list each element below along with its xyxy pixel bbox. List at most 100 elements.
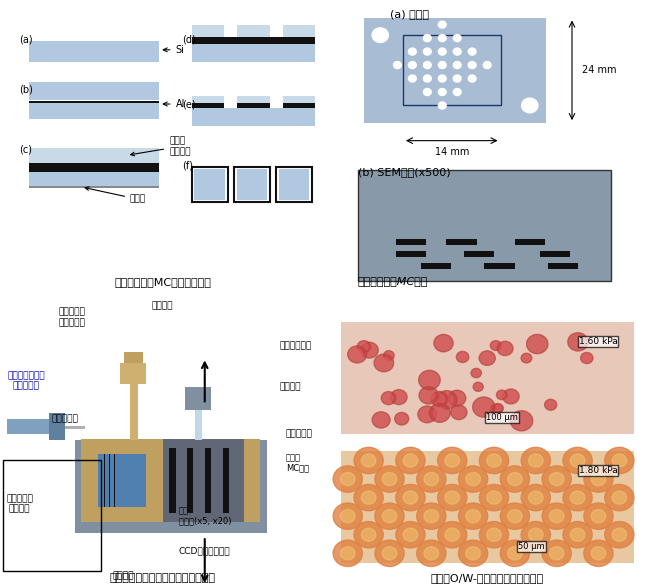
- Circle shape: [437, 522, 467, 548]
- Circle shape: [431, 391, 448, 407]
- Circle shape: [497, 390, 507, 400]
- Bar: [29, 101, 159, 108]
- Bar: [364, 18, 546, 123]
- Circle shape: [382, 547, 397, 560]
- Bar: [192, 96, 224, 103]
- Circle shape: [458, 540, 488, 567]
- Circle shape: [515, 415, 528, 427]
- Bar: [185, 387, 211, 410]
- Circle shape: [453, 75, 461, 82]
- Circle shape: [500, 466, 530, 492]
- Circle shape: [372, 28, 389, 43]
- Text: (a): (a): [20, 35, 33, 45]
- Circle shape: [531, 338, 543, 350]
- Circle shape: [391, 390, 407, 404]
- Bar: [283, 103, 315, 108]
- Text: Si: Si: [163, 45, 185, 55]
- Bar: [3, 460, 101, 571]
- Circle shape: [487, 491, 501, 504]
- Circle shape: [545, 399, 556, 410]
- Bar: [29, 186, 159, 188]
- Circle shape: [437, 485, 467, 511]
- Circle shape: [437, 391, 457, 409]
- Circle shape: [523, 355, 530, 361]
- Circle shape: [580, 352, 593, 363]
- Circle shape: [502, 389, 519, 404]
- Circle shape: [466, 510, 480, 523]
- Circle shape: [493, 343, 499, 349]
- Circle shape: [458, 503, 488, 529]
- Text: (d): (d): [182, 35, 196, 45]
- Bar: [279, 169, 309, 200]
- Circle shape: [487, 454, 501, 467]
- Circle shape: [417, 503, 446, 529]
- Bar: [341, 322, 634, 434]
- Text: (b): (b): [20, 84, 33, 94]
- Bar: [187, 448, 194, 513]
- Circle shape: [398, 415, 406, 423]
- Bar: [29, 148, 159, 162]
- Circle shape: [360, 343, 368, 350]
- Circle shape: [563, 447, 592, 473]
- Bar: [192, 108, 315, 126]
- Circle shape: [506, 392, 516, 401]
- Circle shape: [612, 528, 627, 541]
- Circle shape: [500, 540, 530, 567]
- Text: 対物
レンズ(x5, x20): 対物 レンズ(x5, x20): [179, 506, 231, 526]
- Bar: [446, 239, 476, 244]
- Bar: [162, 440, 244, 522]
- Circle shape: [477, 401, 491, 413]
- Circle shape: [448, 390, 466, 406]
- Circle shape: [466, 547, 480, 560]
- Circle shape: [437, 338, 449, 348]
- Bar: [395, 239, 426, 244]
- Bar: [540, 251, 571, 257]
- Circle shape: [445, 491, 460, 504]
- Circle shape: [372, 412, 390, 428]
- Circle shape: [612, 454, 627, 467]
- Circle shape: [333, 540, 363, 567]
- Circle shape: [591, 472, 606, 486]
- Circle shape: [423, 88, 431, 96]
- Text: スペーサー: スペーサー: [51, 414, 79, 424]
- Bar: [29, 41, 159, 62]
- Bar: [29, 162, 159, 173]
- Circle shape: [408, 48, 416, 55]
- Circle shape: [348, 346, 367, 363]
- Circle shape: [438, 62, 446, 69]
- Circle shape: [487, 528, 501, 541]
- Circle shape: [570, 528, 585, 541]
- Text: 酸化膜: 酸化膜: [85, 187, 146, 204]
- Circle shape: [375, 466, 404, 492]
- Bar: [195, 404, 202, 440]
- Bar: [222, 448, 229, 513]
- Circle shape: [591, 547, 606, 560]
- Circle shape: [497, 341, 513, 356]
- Text: (e): (e): [182, 99, 196, 109]
- Circle shape: [480, 485, 508, 511]
- Text: エマルション: エマルション: [280, 341, 312, 350]
- Circle shape: [521, 353, 532, 363]
- Circle shape: [500, 503, 530, 529]
- Circle shape: [375, 540, 404, 567]
- Bar: [29, 103, 159, 118]
- Circle shape: [341, 472, 355, 486]
- Circle shape: [493, 406, 499, 413]
- Circle shape: [374, 354, 394, 372]
- Bar: [192, 25, 224, 36]
- Text: 図４　O/W-エマルション作成挙動: 図４ O/W-エマルション作成挙動: [431, 573, 544, 583]
- Circle shape: [480, 522, 508, 548]
- Bar: [75, 440, 266, 533]
- Bar: [192, 103, 224, 108]
- Circle shape: [563, 485, 592, 511]
- Circle shape: [500, 344, 510, 353]
- Circle shape: [434, 394, 445, 404]
- Bar: [237, 96, 270, 103]
- Circle shape: [378, 357, 390, 368]
- Text: 50 μm: 50 μm: [518, 542, 545, 551]
- Circle shape: [354, 485, 383, 511]
- Circle shape: [393, 62, 401, 69]
- Circle shape: [441, 394, 453, 406]
- Bar: [283, 96, 315, 103]
- Circle shape: [429, 403, 450, 423]
